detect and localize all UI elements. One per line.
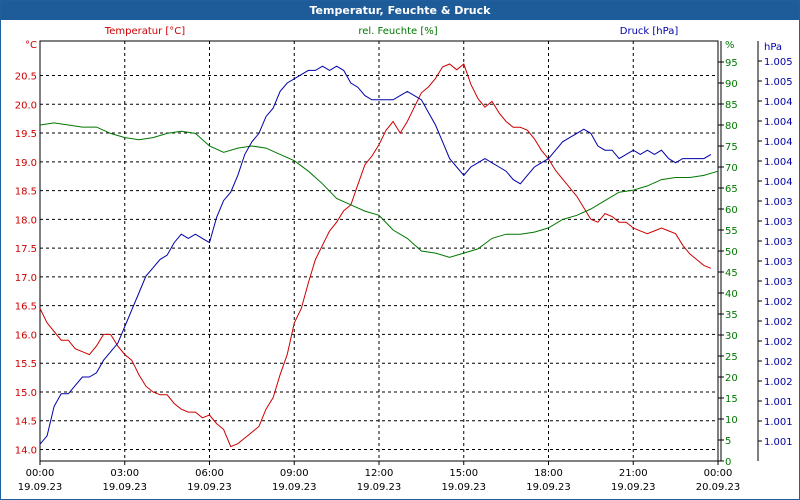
temp-tick-label: 17.0: [15, 273, 37, 284]
x-tick-label-date: 19.09.23: [441, 482, 486, 493]
hum-tick-label: 60: [725, 205, 738, 216]
press-axis-unit: hPa: [764, 42, 782, 53]
hum-tick-label: 50: [725, 247, 738, 258]
temp-tick-label: 18.5: [15, 187, 37, 198]
hum-tick-label: 10: [725, 415, 738, 426]
temp-tick-label: 14.0: [15, 445, 37, 456]
press-tick-label: 1.005: [764, 57, 793, 68]
press-tick-label: 1.004: [764, 137, 793, 148]
hum-axis-label: rel. Feuchte [%]: [358, 26, 437, 37]
temp-tick-label: 20.0: [15, 100, 37, 111]
x-tick-label-time: 00:00: [26, 468, 55, 479]
series-line-temp: [39, 63, 712, 448]
press-axis-label: Druck [hPa]: [620, 26, 679, 37]
x-tick-label-date: 19.09.23: [187, 482, 232, 493]
press-tick-label: 1.002: [764, 337, 793, 348]
temp-tick-label: 19.5: [15, 129, 37, 140]
series-line-press: [39, 65, 712, 445]
hum-tick-label: 35: [725, 310, 738, 321]
temp-tick-label: 19.0: [15, 158, 37, 169]
x-tick-label-time: 12:00: [365, 468, 394, 479]
hum-tick-label: 70: [725, 163, 738, 174]
x-tick-label-time: 21:00: [619, 468, 648, 479]
press-tick-label: 1.004: [764, 177, 793, 188]
press-tick-label: 1.002: [764, 377, 793, 388]
press-tick-label: 1.002: [764, 297, 793, 308]
series-line-hum: [39, 122, 719, 258]
hum-tick-label: 75: [725, 142, 738, 153]
x-tick-label-date: 19.09.23: [357, 482, 402, 493]
hum-tick-label: 65: [725, 184, 738, 195]
hum-tick-label: 15: [725, 394, 738, 405]
temp-tick-label: 16.0: [15, 330, 37, 341]
press-tick-label: 1.004: [764, 157, 793, 168]
x-tick-label-date: 19.09.23: [611, 482, 656, 493]
hum-tick-label: 20: [725, 373, 738, 384]
hum-tick-label: 85: [725, 100, 738, 111]
x-tick-label-time: 06:00: [195, 468, 224, 479]
chart-title: Temperatur, Feuchte & Druck: [1, 1, 799, 20]
hum-tick-label: 5: [725, 436, 731, 447]
press-tick-label: 1.003: [764, 217, 793, 228]
hum-tick-label: 95: [725, 58, 738, 69]
hum-tick-label: 25: [725, 352, 738, 363]
x-tick-label-time: 00:00: [704, 468, 733, 479]
temp-tick-label: 18.0: [15, 215, 37, 226]
press-tick-label: 1.003: [764, 237, 793, 248]
x-tick-label-date: 19.09.23: [526, 482, 571, 493]
press-tick-label: 1.001: [764, 417, 793, 428]
press-tick-label: 1.004: [764, 97, 793, 108]
temp-axis-label: Temperatur [°C]: [104, 26, 185, 37]
press-tick-label: 1.003: [764, 197, 793, 208]
temp-tick-label: 15.5: [15, 359, 37, 370]
press-tick-label: 1.002: [764, 317, 793, 328]
press-tick-label: 1.004: [764, 117, 793, 128]
hum-tick-label: 90: [725, 79, 738, 90]
x-tick-label-time: 18:00: [534, 468, 563, 479]
temp-tick-label: 20.5: [15, 72, 37, 83]
temp-tick-label: 16.5: [15, 302, 37, 313]
press-tick-label: 1.003: [764, 277, 793, 288]
x-tick-label-time: 15:00: [449, 468, 478, 479]
press-tick-label: 1.001: [764, 397, 793, 408]
temp-tick-label: 17.5: [15, 244, 37, 255]
x-tick-label-time: 03:00: [110, 468, 139, 479]
x-tick-label-date: 20.09.23: [696, 482, 741, 493]
hum-tick-label: 0: [725, 457, 731, 468]
hum-axis-unit: %: [725, 40, 735, 51]
press-tick-label: 1.005: [764, 77, 793, 88]
temp-tick-label: 14.5: [15, 417, 37, 428]
x-tick-label-date: 19.09.23: [102, 482, 147, 493]
hum-tick-label: 55: [725, 226, 738, 237]
hum-tick-label: 45: [725, 268, 738, 279]
temp-tick-label: 15.0: [15, 388, 37, 399]
x-tick-label-date: 19.09.23: [272, 482, 317, 493]
hum-tick-label: 30: [725, 331, 738, 342]
press-tick-label: 1.001: [764, 437, 793, 448]
temp-axis-unit: °C: [25, 40, 37, 51]
x-tick-label-time: 09:00: [280, 468, 309, 479]
hum-tick-label: 40: [725, 289, 738, 300]
press-tick-label: 1.002: [764, 357, 793, 368]
x-tick-label-date: 19.09.23: [18, 482, 63, 493]
hum-tick-label: 80: [725, 121, 738, 132]
press-tick-label: 1.003: [764, 257, 793, 268]
